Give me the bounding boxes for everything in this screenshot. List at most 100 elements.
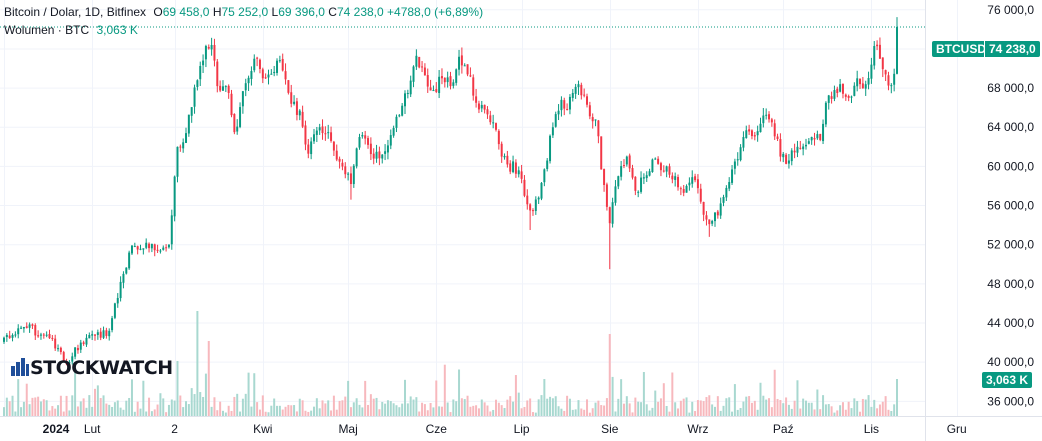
candle[interactable] [864, 80, 867, 96]
candle[interactable] [841, 83, 844, 99]
candle[interactable] [756, 125, 759, 142]
candle[interactable] [748, 124, 751, 135]
candle[interactable] [813, 132, 816, 146]
candle[interactable] [637, 190, 640, 198]
candle[interactable] [517, 166, 520, 178]
candle[interactable] [182, 138, 185, 153]
candle[interactable] [148, 242, 151, 253]
candle[interactable] [563, 97, 566, 116]
candle[interactable] [349, 166, 352, 200]
candle[interactable] [679, 186, 682, 196]
time-axis[interactable]: 2024 Lut 2 Kwi Maj Cze Lip Sie Wrz Paź Lis Gru [43, 422, 967, 436]
candle[interactable] [51, 335, 54, 341]
candle[interactable] [722, 194, 725, 207]
candle[interactable] [25, 322, 28, 329]
candle[interactable] [469, 67, 472, 78]
candle[interactable] [5, 333, 8, 342]
candle[interactable] [156, 244, 159, 254]
candle[interactable] [199, 61, 202, 87]
candle[interactable] [847, 94, 850, 102]
candle[interactable] [634, 176, 637, 196]
candle[interactable] [608, 206, 611, 270]
candle[interactable] [153, 243, 156, 257]
candle[interactable] [65, 358, 68, 366]
candle[interactable] [492, 114, 495, 129]
candle[interactable] [224, 85, 227, 92]
candle[interactable] [142, 248, 145, 255]
candle[interactable] [671, 172, 674, 184]
candle[interactable] [358, 133, 361, 150]
candle[interactable] [495, 122, 497, 132]
candle[interactable] [531, 208, 534, 216]
candle[interactable] [327, 124, 330, 139]
candle[interactable] [665, 165, 668, 178]
candle[interactable] [642, 173, 645, 185]
candle[interactable] [588, 101, 591, 120]
candle[interactable] [355, 147, 358, 169]
candle[interactable] [20, 325, 23, 330]
candle[interactable] [651, 158, 654, 173]
candle[interactable] [605, 182, 608, 211]
candle[interactable] [787, 153, 790, 169]
candle[interactable] [210, 37, 213, 56]
candle[interactable] [79, 339, 82, 353]
candle[interactable] [386, 139, 389, 160]
candle[interactable] [244, 78, 247, 97]
candle[interactable] [364, 130, 367, 145]
candle[interactable] [443, 77, 446, 88]
candle[interactable] [870, 57, 873, 84]
candle[interactable] [574, 83, 577, 99]
candle[interactable] [321, 119, 324, 140]
candle[interactable] [3, 336, 5, 344]
candle[interactable] [193, 84, 196, 114]
candle[interactable] [759, 117, 762, 133]
candle[interactable] [725, 185, 728, 202]
candle[interactable] [381, 154, 384, 164]
candle[interactable] [130, 244, 133, 255]
candle[interactable] [713, 212, 716, 227]
candle[interactable] [108, 328, 111, 341]
candle[interactable] [236, 119, 239, 135]
candle[interactable] [113, 302, 116, 320]
candle[interactable] [96, 329, 99, 340]
candle[interactable] [807, 138, 810, 145]
candle[interactable] [790, 148, 793, 166]
candle[interactable] [401, 102, 404, 117]
candle[interactable] [682, 184, 685, 197]
candle[interactable] [594, 119, 597, 127]
candle[interactable] [503, 153, 506, 160]
candle[interactable] [241, 90, 244, 114]
candle[interactable] [352, 164, 355, 188]
candle[interactable] [105, 327, 108, 339]
candle[interactable] [133, 242, 136, 248]
candle[interactable] [159, 248, 162, 254]
candle[interactable] [216, 59, 219, 93]
candle[interactable] [560, 96, 563, 117]
candle[interactable] [696, 174, 699, 194]
candle[interactable] [94, 334, 97, 341]
candle[interactable] [810, 136, 813, 145]
candle[interactable] [185, 127, 188, 144]
candle[interactable] [176, 146, 179, 183]
candle[interactable] [298, 109, 301, 121]
candle[interactable] [702, 201, 705, 222]
price-axis[interactable]: 76 000,072 000,068 000,064 000,060 000,0… [987, 3, 1034, 409]
candle[interactable] [631, 164, 634, 180]
candle[interactable] [620, 160, 623, 181]
candle[interactable] [99, 327, 102, 341]
candle[interactable] [472, 74, 475, 101]
candle[interactable] [17, 324, 20, 339]
candle[interactable] [295, 97, 298, 121]
candle[interactable] [165, 244, 168, 252]
candle[interactable] [256, 56, 259, 67]
candle[interactable] [438, 70, 441, 99]
candle[interactable] [554, 111, 557, 128]
candle[interactable] [591, 113, 594, 129]
candle[interactable] [557, 104, 560, 121]
candle[interactable] [102, 326, 105, 339]
candle[interactable] [466, 64, 469, 77]
candle[interactable] [753, 132, 756, 141]
candle[interactable] [173, 175, 176, 222]
candle[interactable] [839, 78, 842, 93]
candle[interactable] [836, 86, 839, 98]
